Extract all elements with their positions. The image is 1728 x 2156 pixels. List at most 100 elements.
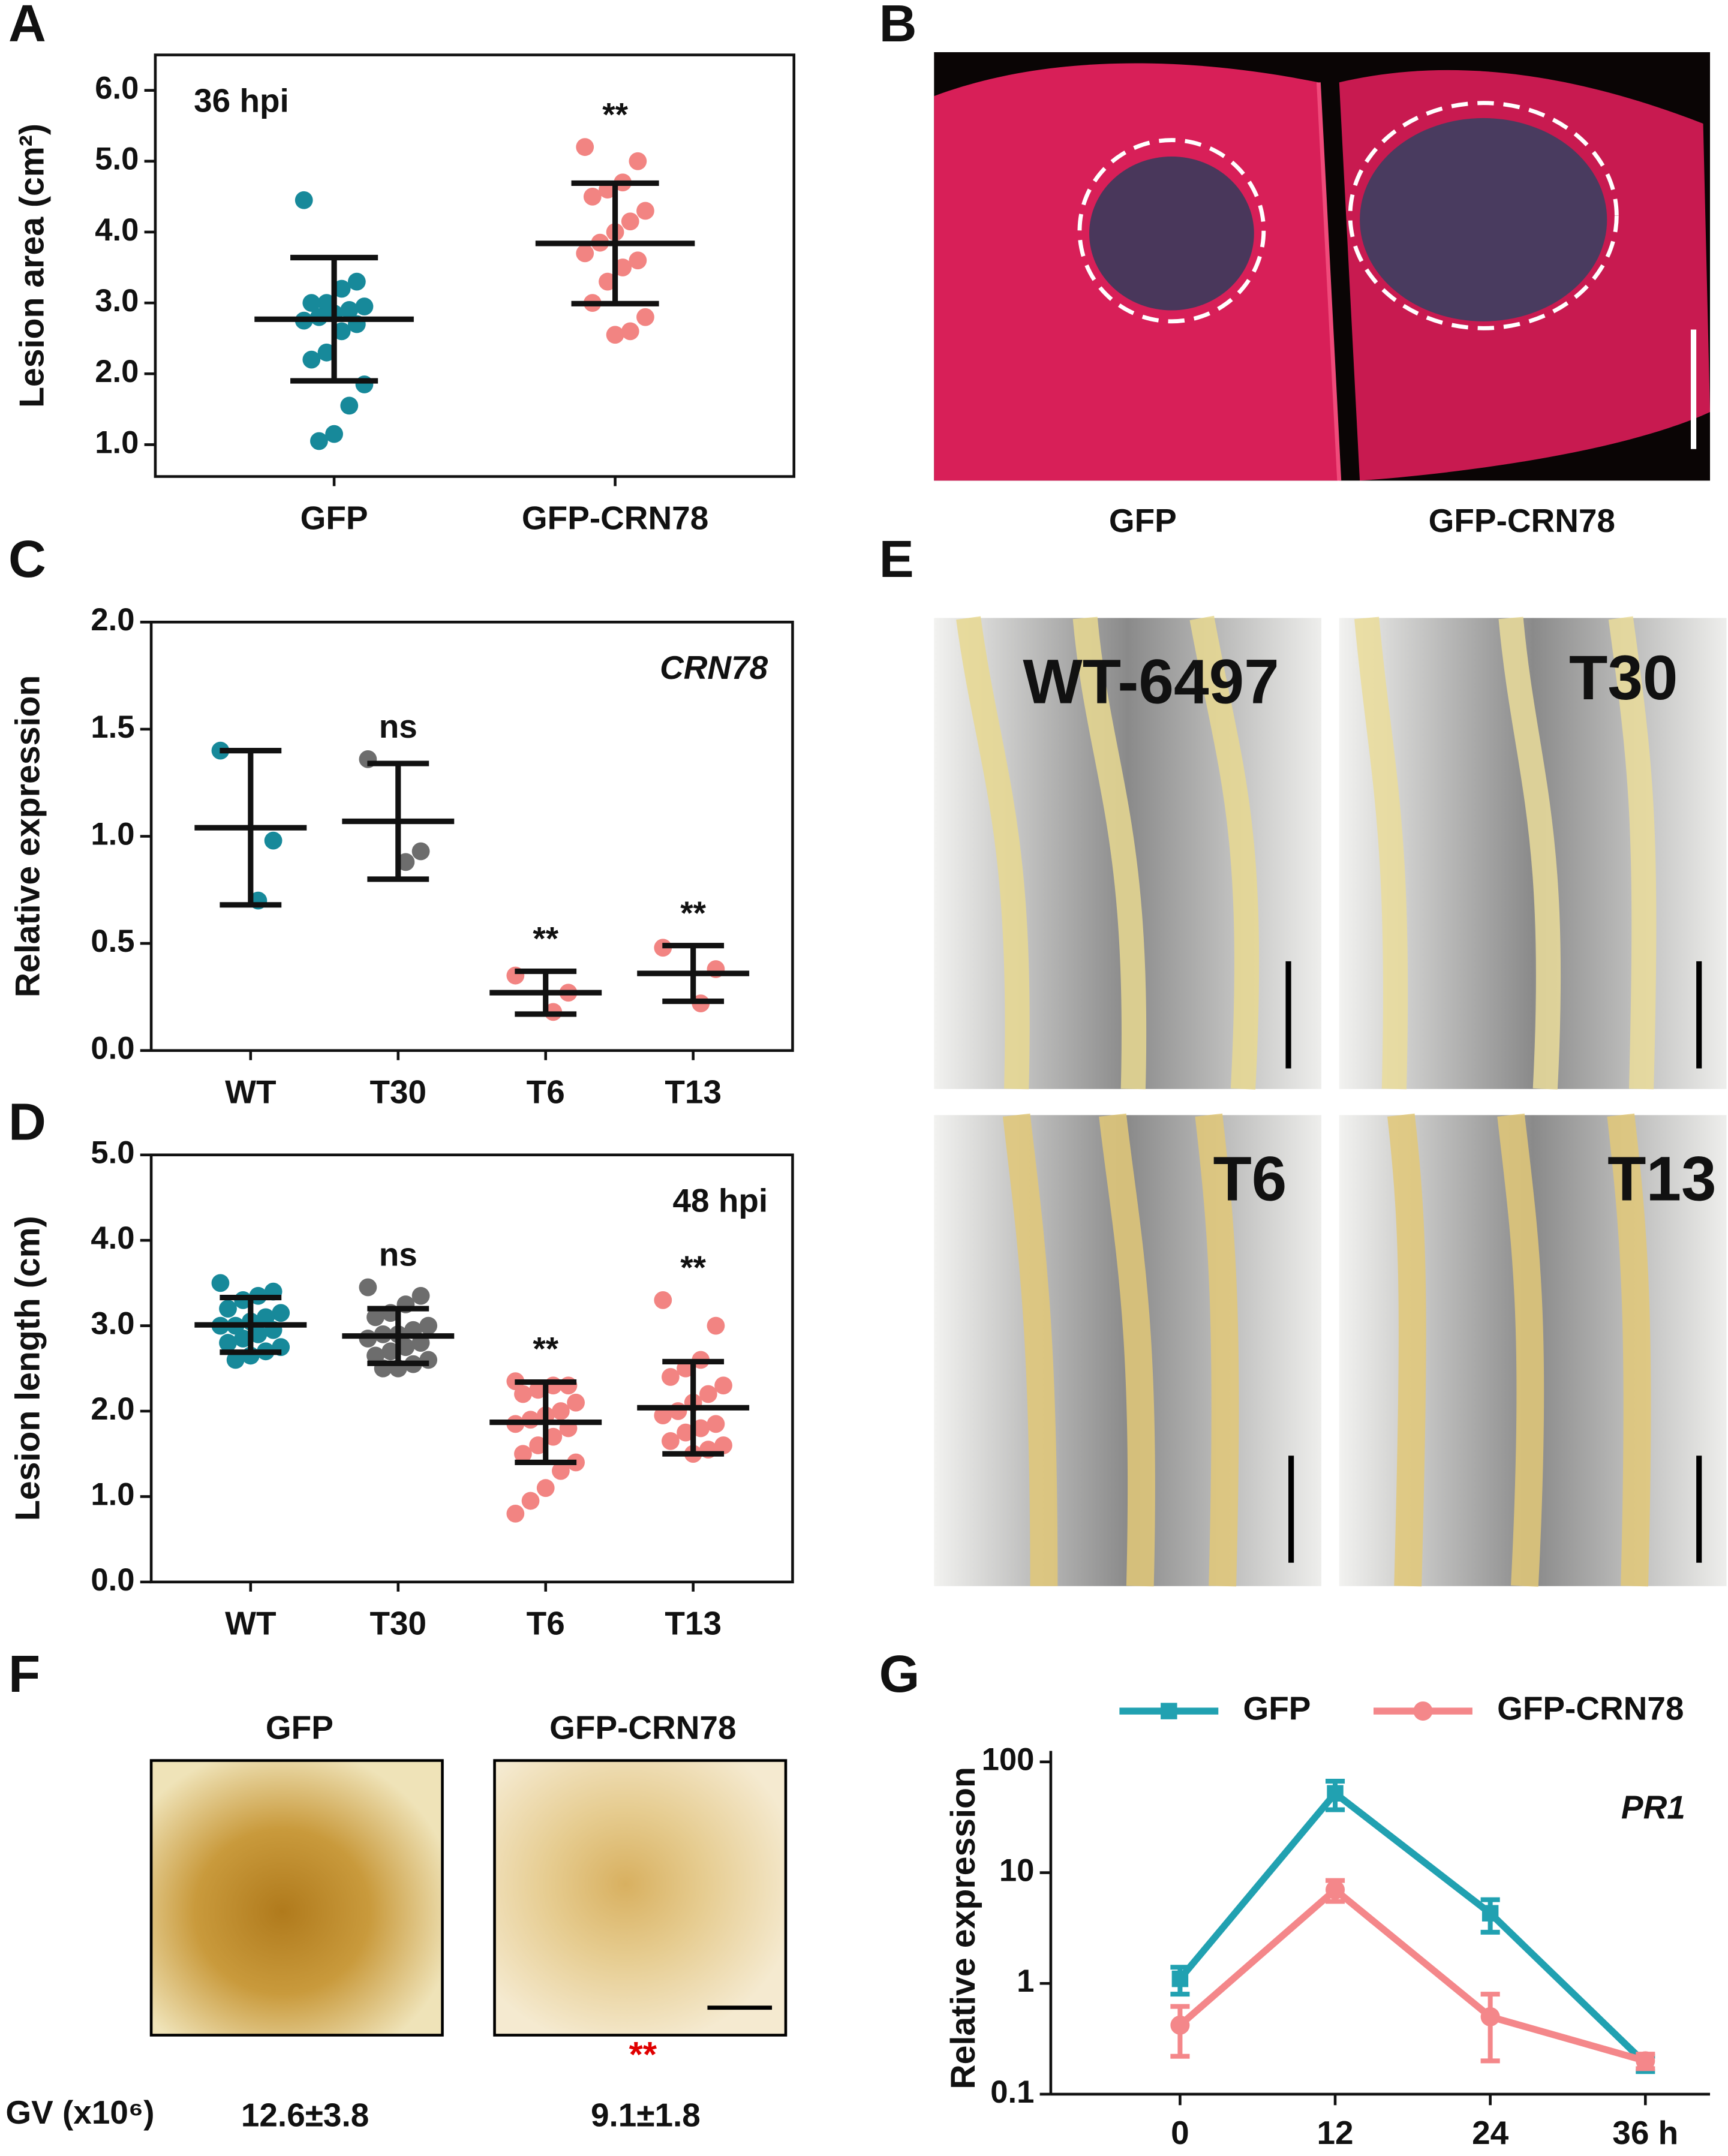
y-tick-label: 2.0 [91, 602, 134, 638]
x-tick-label: T13 [665, 1073, 722, 1110]
marker [1171, 1970, 1189, 1987]
data-point [419, 1351, 438, 1369]
marker [1636, 2051, 1655, 2071]
photo-title: GFP-CRN78 [549, 1709, 736, 1746]
y-tick-label: 1.0 [91, 1477, 134, 1512]
data-point [366, 1308, 384, 1327]
photo-e [934, 615, 1727, 1587]
data-point [381, 1342, 400, 1361]
significance: ** [680, 1249, 706, 1286]
y-tick-label: 1 [1017, 1963, 1034, 1999]
photo-label: WT-6497 [1023, 647, 1279, 717]
annotation: 48 hpi [672, 1181, 768, 1219]
data-point [606, 326, 624, 344]
y-tick-label: 0.0 [91, 1031, 134, 1066]
marker [1326, 1880, 1345, 1900]
data-point [514, 1445, 532, 1463]
data-point [272, 1304, 290, 1322]
x-tick-label: WT [225, 1605, 276, 1642]
data-point [567, 1393, 585, 1412]
x-tick-label: T6 [527, 1605, 565, 1642]
panel-letter: B [879, 0, 917, 53]
data-point [654, 1406, 672, 1425]
data-point [714, 1376, 732, 1395]
significance: ns [379, 708, 417, 745]
data-point [707, 1316, 725, 1335]
x-tick-label: WT [225, 1073, 276, 1110]
x-tick-label: 12 [1317, 2114, 1353, 2151]
data-point [211, 1274, 230, 1292]
data-point [226, 1351, 245, 1369]
y-axis-label: Lesion area (cm²) [13, 124, 52, 408]
y-tick-label: 4.0 [95, 212, 139, 248]
photo-f [149, 1759, 788, 2037]
data-point [707, 1415, 725, 1433]
y-axis-label: Relative expression [944, 1767, 982, 2089]
data-point [614, 258, 632, 276]
data-point [325, 425, 343, 443]
x-tick-label: 0 [1171, 2114, 1189, 2151]
legend-label: GFP-CRN78 [1497, 1690, 1684, 1727]
x-tick-label: GFP [300, 499, 368, 536]
y-tick-label: 3.0 [95, 283, 139, 318]
data-point [332, 279, 351, 298]
data-point [636, 202, 654, 220]
y-tick-label: 1.0 [95, 425, 139, 460]
data-point [536, 1479, 555, 1498]
data-point [692, 1419, 710, 1438]
y-tick-label: 0.0 [91, 1562, 134, 1598]
plot-frame [149, 1153, 794, 1584]
panel-letter: G [879, 1645, 920, 1703]
x-tick-label: GFP-CRN78 [522, 499, 708, 536]
y-tick-label: 6.0 [95, 71, 139, 106]
data-point [396, 1338, 415, 1357]
data-point [219, 1300, 237, 1318]
data-point [699, 1385, 717, 1403]
data-point [396, 853, 415, 871]
marker [1327, 1785, 1344, 1802]
y-tick-label: 5.0 [95, 142, 139, 177]
y-tick-label: 0.5 [91, 924, 134, 959]
x-tick-label: T30 [369, 1073, 426, 1110]
data-point [621, 322, 639, 341]
data-point [411, 842, 430, 861]
data-point [219, 1334, 237, 1352]
annotation: PR1 [1621, 1788, 1685, 1826]
data-point [419, 1316, 438, 1335]
data-point [636, 308, 654, 326]
data-point [249, 1325, 268, 1343]
data-point [629, 251, 647, 270]
data-point [576, 138, 594, 157]
data-point [529, 1436, 548, 1454]
series-line [1177, 1885, 1646, 2064]
x-tick-label: T30 [369, 1605, 426, 1642]
significance: ** [680, 894, 706, 931]
y-tick-label: 2.0 [91, 1391, 134, 1427]
marker [1170, 2015, 1190, 2035]
y-tick-label: 0.1 [990, 2074, 1034, 2110]
photo-title: GFP [266, 1709, 333, 1746]
y-tick-label: 10 [999, 1853, 1035, 1888]
data-point [662, 1432, 680, 1450]
data-point [677, 1423, 695, 1442]
data-point [583, 188, 602, 206]
panel-letter: F [8, 1645, 40, 1703]
y-tick-label: 3.0 [91, 1306, 134, 1341]
data-point [340, 396, 359, 415]
data-point [669, 1402, 687, 1420]
significance: ** [533, 920, 558, 957]
significance: ** [602, 95, 628, 133]
gv-value: 12.6±3.8 [241, 2096, 369, 2133]
data-point [234, 1330, 253, 1348]
data-point [521, 1492, 540, 1510]
y-tick-label: 1.0 [91, 816, 134, 852]
data-point [317, 343, 336, 362]
data-point [355, 297, 374, 315]
data-point [506, 1505, 525, 1523]
data-point [302, 350, 321, 369]
significance: ** [629, 2034, 657, 2074]
data-point [302, 294, 321, 312]
plot-frame [149, 620, 794, 1052]
data-point [552, 1462, 570, 1480]
